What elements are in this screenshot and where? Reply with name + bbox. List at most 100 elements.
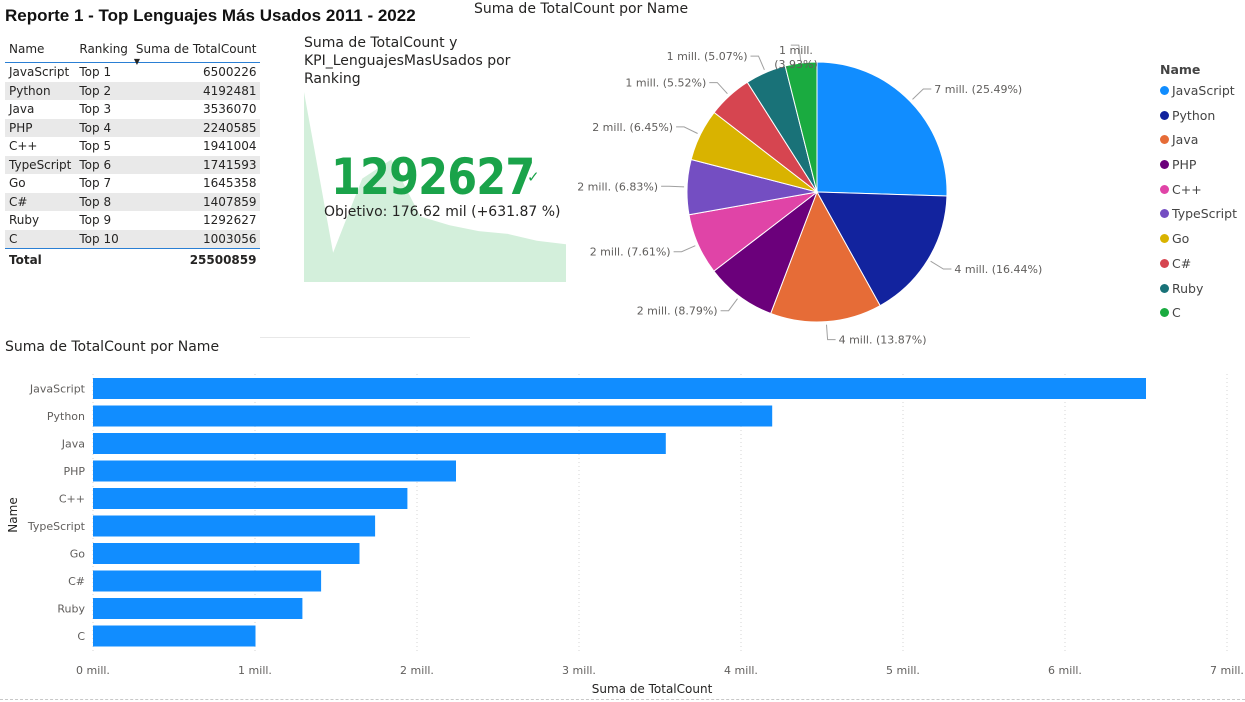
- legend-item[interactable]: PHP: [1160, 157, 1237, 182]
- bar[interactable]: [93, 570, 322, 592]
- table-row[interactable]: Python Top 2 4192481: [5, 81, 261, 100]
- y-tick-label: PHP: [63, 465, 85, 478]
- cell-name: Ruby: [9, 213, 40, 228]
- pie-labels: 7 mill. (25.49%) 4 mill. (16.44%) 4 mill. …: [577, 44, 1042, 347]
- table-row[interactable]: Java Top 3 3536070: [5, 100, 260, 119]
- bar[interactable]: [93, 405, 773, 427]
- pie-legend[interactable]: Name JavaScript Python Java PHP C++ TypeScrip…: [1160, 62, 1237, 330]
- legend-label: Python: [1172, 107, 1216, 123]
- table-row[interactable]: C++ Top 5 1941004: [5, 137, 260, 156]
- legend-item[interactable]: C++: [1160, 182, 1237, 207]
- cell-total: 6500226: [203, 65, 257, 80]
- table-row[interactable]: Go Top 7 1645358: [5, 174, 260, 193]
- table-row[interactable]: C Top 10 1003056: [5, 229, 261, 249]
- cell-total: 1292627: [203, 213, 257, 228]
- table-row[interactable]: Ruby Top 9 1292627: [5, 211, 260, 230]
- pie-leader-line: [826, 324, 836, 341]
- legend-label: Go: [1172, 231, 1190, 247]
- cell-ranking: Top 4: [75, 118, 132, 137]
- cell-ranking: Top 9: [79, 213, 112, 228]
- pie-slice[interactable]: [770, 190, 881, 323]
- cell-total: 3536070: [203, 102, 257, 117]
- legend-label: C#: [1172, 255, 1192, 271]
- kpi-title: Suma de TotalCount y KPI_LenguajesMasUsa…: [304, 34, 510, 88]
- x-tick-label: 7 mill.: [1210, 664, 1244, 677]
- pie-data-label: 1 mill.: [779, 44, 813, 57]
- pie-data-label: 2 mill. (8.79%): [637, 305, 718, 318]
- pie-data-label: (3.93%): [774, 58, 818, 71]
- bar-chart[interactable]: 0 mill. 1 mill. 2 mill. 3 mill. 4 mill. 5 mil…: [0, 360, 1245, 700]
- y-tick-label: Ruby: [57, 603, 85, 616]
- y-tick-label: Java: [61, 438, 85, 451]
- legend-item[interactable]: Go: [1160, 231, 1237, 256]
- legend-label: TypeScript: [1172, 206, 1237, 222]
- y-tick-label: JavaScript: [29, 383, 86, 396]
- pie-chart[interactable]: 7 mill. (25.49%) 4 mill. (16.44%) 4 mill. …: [560, 20, 1150, 350]
- pie-data-label: 4 mill. (13.87%): [839, 334, 927, 347]
- legend-label: C++: [1172, 181, 1202, 197]
- bar[interactable]: [93, 460, 456, 482]
- bar[interactable]: [93, 378, 1146, 399]
- legend-dot-icon: [1160, 234, 1169, 244]
- cell-total: 4192481: [131, 81, 261, 100]
- cell-ranking: Top 3: [79, 102, 112, 117]
- legend-item[interactable]: Java: [1160, 132, 1237, 157]
- table-row[interactable]: JavaScript Top 1 6500226: [5, 63, 260, 82]
- kpi-title-line-3: Ranking: [304, 71, 361, 87]
- pie-data-label: 4 mill. (16.44%): [954, 263, 1042, 276]
- legend-item[interactable]: Python: [1160, 108, 1237, 133]
- column-header-ranking[interactable]: Ranking: [75, 36, 132, 63]
- y-tick-label: Go: [70, 548, 86, 561]
- y-tick-label: C++: [59, 493, 85, 506]
- legend-item[interactable]: Ruby: [1160, 281, 1237, 306]
- pie-slice[interactable]: [784, 61, 818, 193]
- cell-name: TypeScript: [5, 155, 76, 174]
- kpi-trend-area: [304, 92, 566, 282]
- table-row[interactable]: PHP Top 4 2240585: [5, 118, 261, 137]
- legend-dot-icon: [1160, 184, 1169, 194]
- legend-item[interactable]: JavaScript: [1160, 83, 1237, 108]
- pie-slice[interactable]: [816, 191, 948, 307]
- column-header-total[interactable]: Suma de TotalCount ▼: [131, 36, 261, 66]
- legend-dot-icon: [1160, 308, 1169, 318]
- table-row[interactable]: TypeScript Top 6 1741593: [5, 155, 261, 174]
- kpi-title-line-2: KPI_LenguajesMasUsados por: [304, 53, 511, 69]
- table-row[interactable]: C# Top 8 1407859: [5, 192, 261, 211]
- cell-ranking: Top 10: [75, 229, 132, 249]
- cell-total: 2240585: [131, 118, 261, 137]
- legend-dot-icon: [1160, 283, 1169, 293]
- legend-dot-icon: [1160, 135, 1169, 145]
- pie-slice[interactable]: [816, 61, 948, 197]
- x-tick-label: 5 mill.: [886, 664, 920, 677]
- legend-item[interactable]: C: [1160, 305, 1237, 330]
- legend-label: Ruby: [1172, 280, 1204, 296]
- pie-data-label: 1 mill. (5.07%): [667, 50, 748, 63]
- divider: [260, 337, 470, 338]
- column-header-total-label: Suma de TotalCount: [135, 42, 257, 56]
- legend-item[interactable]: TypeScript: [1160, 206, 1237, 231]
- column-header-name[interactable]: Name: [5, 36, 76, 63]
- cell-ranking: Top 2: [75, 81, 132, 100]
- ranking-table[interactable]: Name Ranking Suma de TotalCount ▼ JavaSc…: [5, 36, 261, 270]
- pie-chart-title: Suma de TotalCount por Name: [474, 1, 689, 17]
- bar[interactable]: [93, 433, 666, 454]
- total-label: Total: [5, 248, 76, 270]
- bar[interactable]: [93, 515, 376, 537]
- bar[interactable]: [93, 488, 408, 509]
- bar[interactable]: [93, 625, 256, 647]
- checkmark-icon: ✓: [527, 168, 540, 186]
- pie-leader-line: [661, 185, 685, 188]
- pie-data-label: 1 mill. (5.52%): [625, 77, 706, 90]
- bar[interactable]: [93, 543, 360, 564]
- report-title: Reporte 1 - Top Lenguajes Más Usados 201…: [5, 6, 416, 25]
- cell-ranking: Top 8: [75, 192, 132, 211]
- page-border: [0, 699, 1245, 700]
- bar[interactable]: [93, 598, 303, 619]
- cell-name: C#: [5, 192, 76, 211]
- pie-data-label: 2 mill. (6.83%): [577, 180, 658, 193]
- legend-dot-icon: [1160, 209, 1169, 219]
- cell-total: 1741593: [131, 155, 261, 174]
- pie-leader-line: [709, 82, 728, 95]
- legend-item[interactable]: C#: [1160, 256, 1237, 281]
- pie-leader-line: [790, 44, 802, 61]
